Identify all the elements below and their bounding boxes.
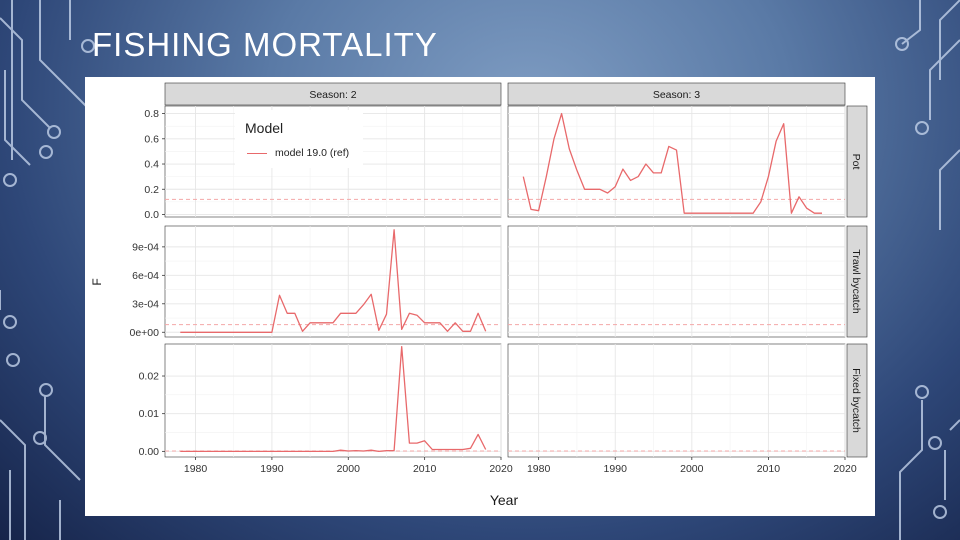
facet-strip-label: Season: 2	[309, 89, 356, 101]
facet-strip-1	[164, 82, 502, 106]
facet-strip-label: Season: 3	[653, 89, 700, 101]
y-tick-label: 6e-04	[132, 270, 159, 282]
y-tick-label: 9e-04	[132, 241, 159, 253]
y-tick-label: 0e+00	[130, 327, 160, 339]
y-tick-label: 0.6	[144, 133, 159, 145]
x-tick-label: 2000	[680, 463, 704, 475]
x-axis-title: Year	[490, 492, 519, 508]
x-tick-label: 1980	[527, 463, 551, 475]
x-tick-label: 2020	[489, 463, 513, 475]
series-line-model-19-0	[522, 112, 822, 214]
legend-entry-label: model 19.0 (ref)	[275, 147, 350, 159]
legend-swatch	[247, 153, 267, 154]
x-tick-label: 1980	[184, 463, 208, 475]
y-axis-title: F	[90, 278, 104, 285]
y-tick-label: 0.4	[144, 159, 159, 171]
facet-strip-2	[507, 82, 846, 106]
y-tick-label: 0.2	[144, 184, 159, 196]
x-tick-label: 2000	[337, 463, 361, 475]
facet-row-strip-1	[846, 105, 868, 218]
legend-title: Model	[245, 120, 284, 136]
facet-row-label: Fixed bycatch	[850, 368, 862, 433]
x-tick-label: 2020	[833, 463, 857, 475]
chart-panel: Season: 2 Season: 3 Pot 0.0 0.2 0.4 0.6 0.8 Traw…	[85, 77, 875, 516]
facet-row-strip-3	[846, 343, 868, 458]
y-tick-label: 0.02	[139, 371, 160, 383]
facet-panel	[164, 225, 502, 338]
x-tick-label: 1990	[260, 463, 284, 475]
facet-row-label: Trawl bycatch	[850, 249, 862, 314]
y-tick-label: 0.00	[139, 446, 160, 458]
facet-panel	[164, 343, 502, 458]
x-tick-label: 2010	[413, 463, 437, 475]
x-tick-label: 1990	[604, 463, 628, 475]
chart-legend: Model model 19.0 (ref)	[235, 110, 363, 168]
y-tick-label: 0.0	[144, 209, 159, 221]
faceted-line-chart: Season: 2 Season: 3 Pot 0.0 0.2 0.4 0.6 0.8 Traw…	[90, 82, 868, 508]
facet-row-label: Pot	[850, 154, 862, 170]
series-line-model-19-0	[180, 345, 487, 453]
facet-panel	[507, 225, 846, 338]
panel-gridlines	[165, 226, 502, 337]
facet-panel	[507, 343, 846, 458]
panel-gridlines	[508, 226, 846, 337]
slide-title: FISHING MORTALITY	[92, 26, 438, 63]
series-line-model-19-0	[180, 229, 487, 333]
y-tick-label: 0.8	[144, 108, 159, 120]
y-tick-label: 0.01	[139, 408, 160, 420]
facet-row-strip-2	[846, 225, 868, 338]
y-tick-label: 3e-04	[132, 298, 159, 310]
x-tick-label: 2010	[757, 463, 781, 475]
